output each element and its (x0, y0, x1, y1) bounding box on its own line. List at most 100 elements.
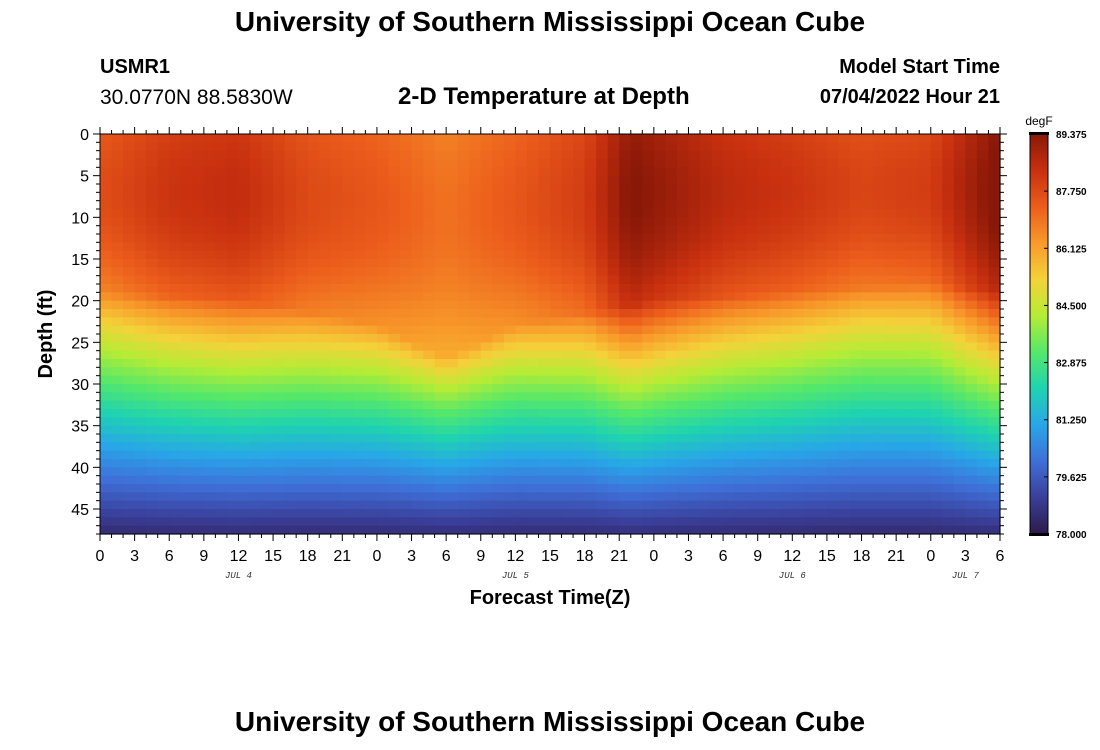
heatmap-cell (757, 225, 770, 235)
heatmap-cell (180, 400, 193, 410)
heatmap-cell (503, 475, 516, 485)
heatmap-cell (573, 392, 586, 402)
heatmap-cell (480, 492, 493, 502)
heatmap-cell (573, 217, 586, 227)
heatmap-cell (100, 225, 113, 235)
heatmap-cell (515, 217, 528, 227)
heatmap-cell (873, 459, 886, 468)
heatmap-cell (411, 225, 424, 235)
heatmap-cell (965, 167, 978, 177)
heatmap-cell (503, 192, 516, 202)
heatmap-cell (884, 325, 897, 335)
heatmap-cell (376, 409, 390, 418)
heatmap-cell (273, 492, 286, 502)
heatmap-cell (653, 384, 666, 393)
heatmap-cell (803, 450, 816, 460)
heatmap-cell (169, 142, 182, 152)
heatmap-cell (273, 242, 286, 252)
heatmap-cell (746, 384, 759, 393)
heatmap-cell (434, 475, 447, 485)
heatmap-cell (896, 459, 909, 468)
heatmap-cell (515, 142, 528, 152)
heatmap-cell (965, 134, 978, 143)
heatmap-cell (376, 384, 390, 393)
heatmap-cell (330, 300, 343, 310)
heatmap-cell (111, 192, 124, 202)
heatmap-cell (676, 292, 690, 302)
heatmap-cell (815, 309, 828, 318)
heatmap-cell (723, 184, 736, 193)
heatmap-cell (515, 325, 528, 335)
heatmap-cell (469, 175, 482, 185)
heatmap-cell (469, 225, 482, 235)
heatmap-cell (238, 209, 251, 218)
heatmap-cell (584, 342, 597, 352)
heatmap-cell (826, 425, 840, 435)
heatmap-cell (111, 367, 124, 377)
heatmap-cell (988, 292, 1001, 302)
heatmap-cell (769, 334, 782, 343)
heatmap-cell (653, 317, 666, 327)
heatmap-cell (919, 492, 932, 502)
heatmap-cell (700, 459, 713, 468)
heatmap-cell (596, 425, 609, 435)
heatmap-cell (700, 309, 713, 318)
heatmap-cell (226, 342, 240, 352)
heatmap-cell (134, 250, 147, 260)
heatmap-cell (400, 209, 413, 218)
heatmap-cell (146, 184, 159, 193)
heatmap-cell (111, 142, 124, 152)
heatmap-cell (365, 250, 378, 260)
heatmap-cell (792, 209, 805, 218)
heatmap-cell (561, 167, 574, 177)
heatmap-cell (515, 400, 528, 410)
heatmap-cell (134, 467, 147, 477)
heatmap-cell (665, 175, 678, 185)
heatmap-cell (953, 242, 966, 252)
heatmap-cell (250, 192, 263, 202)
heatmap-cell (215, 509, 228, 518)
heatmap-cell (307, 292, 320, 302)
heatmap-cell (711, 175, 724, 185)
heatmap-cell (434, 467, 447, 477)
heatmap-cell (884, 192, 897, 202)
heatmap-cell (307, 192, 320, 202)
heatmap-cell (503, 509, 516, 518)
heatmap-cell (700, 325, 713, 335)
heatmap-cell (526, 500, 540, 510)
heatmap-cell (538, 500, 551, 510)
heatmap-cell (723, 275, 736, 285)
heatmap-cell (411, 217, 424, 227)
heatmap-cell (146, 317, 159, 327)
heatmap-cell (226, 317, 240, 327)
heatmap-cell (838, 375, 851, 385)
heatmap-cell (111, 417, 124, 427)
heatmap-cell (746, 509, 759, 518)
heatmap-cell (423, 517, 436, 527)
heatmap-cell (307, 517, 320, 527)
heatmap-cell (503, 300, 516, 310)
heatmap-cell (861, 350, 874, 360)
heatmap-cell (180, 275, 193, 285)
heatmap-cell (550, 200, 563, 210)
heatmap-cell (884, 400, 897, 410)
heatmap-cell (157, 450, 170, 460)
heatmap-cell (261, 167, 274, 177)
heatmap-cell (757, 134, 770, 143)
heatmap-cell (503, 375, 516, 385)
heatmap-cell (538, 509, 551, 518)
heatmap-cell (157, 442, 170, 452)
heatmap-cell (700, 375, 713, 385)
heatmap-cell (596, 359, 609, 368)
heatmap-cell (423, 367, 436, 377)
heatmap-cell (573, 284, 586, 293)
heatmap-cell (688, 292, 701, 302)
heatmap-cell (700, 200, 713, 210)
heatmap-cell (296, 400, 309, 410)
heatmap-cell (711, 442, 724, 452)
heatmap-cell (226, 417, 240, 427)
heatmap-cell (630, 209, 643, 218)
heatmap-cell (446, 334, 459, 343)
heatmap-cell (353, 192, 366, 202)
heatmap-cell (376, 192, 390, 202)
